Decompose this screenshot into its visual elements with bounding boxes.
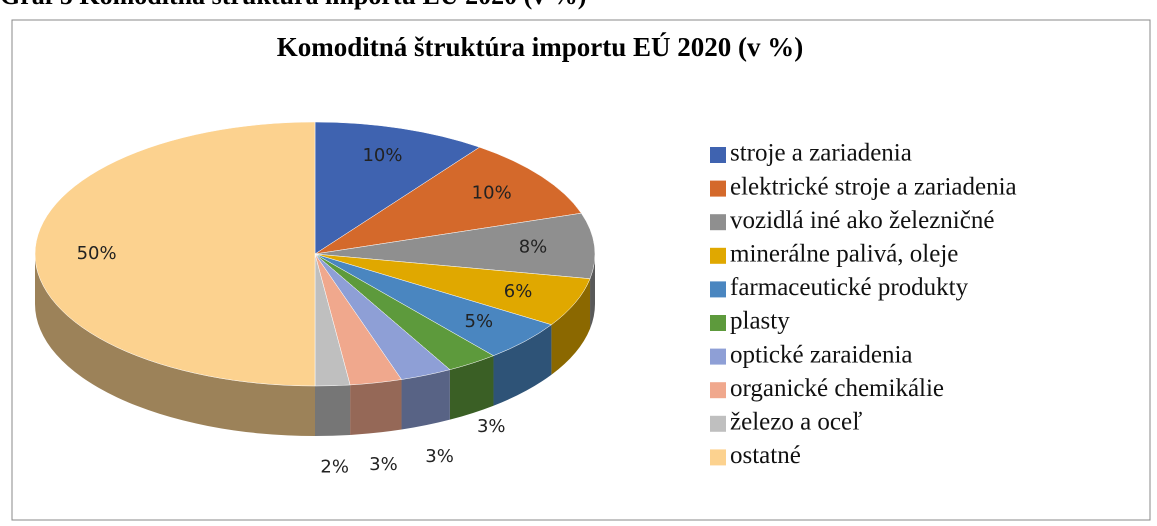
legend-swatch	[710, 147, 726, 163]
legend-swatch	[710, 247, 726, 264]
legend-label: elektrické stroje a zariadenia	[730, 173, 1017, 200]
legend-label: minerálne palivá, oleje	[730, 241, 958, 268]
pie-side	[449, 355, 494, 420]
caption: Graf 5 Komoditná štruktúra importu EÚ 20…	[0, 0, 586, 10]
data-label: 3%	[369, 454, 398, 475]
legend-label: vozidlá iné ako železničné	[730, 207, 994, 234]
legend-label: železo a oceľ	[730, 409, 862, 436]
chart-title: Komoditná štruktúra importu EÚ 2020 (v %…	[277, 32, 804, 62]
data-label: 3%	[477, 416, 506, 437]
legend-swatch	[710, 415, 726, 432]
legend-label: organické chemikálie	[730, 375, 944, 402]
data-label: 3%	[425, 446, 454, 467]
legend-swatch	[710, 214, 726, 231]
pie-side	[350, 379, 402, 435]
pie-side	[493, 324, 552, 406]
data-label: 10%	[362, 145, 402, 166]
legend-swatch	[710, 382, 726, 399]
legend-swatch	[710, 281, 726, 298]
legend-label: farmaceutické produkty	[730, 274, 969, 301]
pie-side	[315, 384, 351, 436]
data-label: 8%	[519, 237, 548, 258]
legend-swatch	[710, 180, 726, 197]
pie-slice	[34, 121, 316, 387]
legend-label: plasty	[730, 308, 790, 335]
data-label: 10%	[472, 182, 512, 203]
legend-swatch	[710, 348, 726, 365]
pie-slice	[314, 212, 596, 279]
legend-swatch	[710, 315, 726, 331]
pie-side	[401, 369, 450, 430]
legend-label: stroje a zariadenia	[730, 140, 912, 167]
data-label: 6%	[504, 281, 533, 302]
legend-label: ostatné	[730, 442, 801, 469]
data-label: 2%	[320, 457, 349, 478]
pie-slice	[314, 146, 582, 255]
data-label: 5%	[465, 311, 494, 332]
pie-side	[590, 254, 595, 329]
data-label: 50%	[77, 243, 117, 264]
pie-side	[551, 278, 591, 375]
legend-swatch	[710, 449, 726, 466]
pie-slice	[314, 121, 481, 255]
legend-label: optické zaraidenia	[730, 341, 913, 368]
pie-side	[35, 254, 315, 436]
